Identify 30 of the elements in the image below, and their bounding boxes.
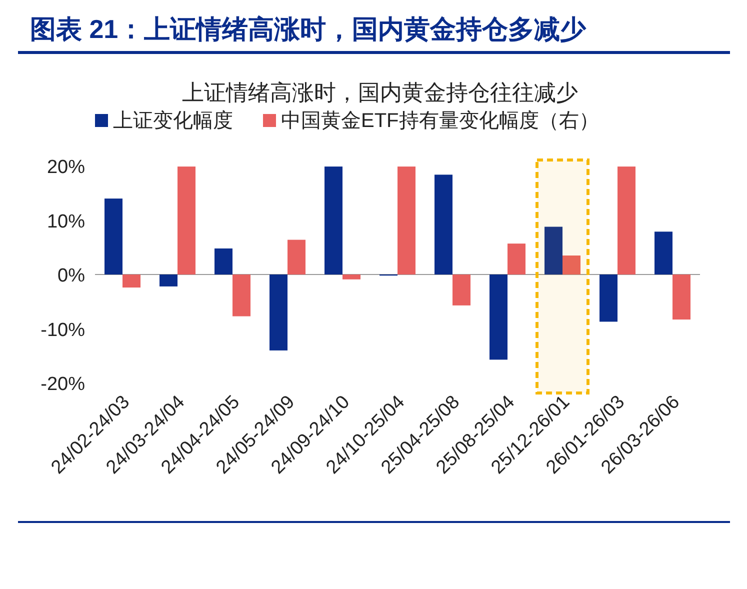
bar <box>434 174 452 274</box>
y-tick-label: -20% <box>40 374 86 395</box>
bar <box>508 244 526 274</box>
bar <box>104 198 122 274</box>
bar <box>214 248 232 274</box>
bar <box>654 232 672 274</box>
y-tick-label: 20% <box>46 157 86 178</box>
legend-label: 中国黄金ETF持有量变化幅度（右） <box>281 110 599 132</box>
bar <box>160 274 178 286</box>
bar <box>544 226 562 274</box>
bar <box>324 166 342 274</box>
bar <box>600 274 618 322</box>
bar <box>672 274 690 320</box>
bar <box>490 274 508 360</box>
bar <box>270 274 288 350</box>
bar <box>618 166 636 274</box>
y-tick-label: 10% <box>46 211 86 232</box>
bar <box>342 274 360 280</box>
chart-subtitle: 上证情绪高涨时，国内黄金持仓往往减少 <box>182 80 578 105</box>
y-tick-label: 0% <box>58 266 86 286</box>
bar <box>178 166 196 274</box>
chart-title: 图表 21：上证情绪高涨时，国内黄金持仓多减少 <box>30 14 588 44</box>
bar <box>288 240 306 274</box>
bar <box>232 274 250 316</box>
bar <box>398 166 416 274</box>
bar <box>562 256 580 274</box>
legend-label: 上证变化幅度 <box>113 110 233 132</box>
y-tick-label: -10% <box>40 320 86 341</box>
bar <box>452 274 470 306</box>
bar <box>122 274 140 288</box>
